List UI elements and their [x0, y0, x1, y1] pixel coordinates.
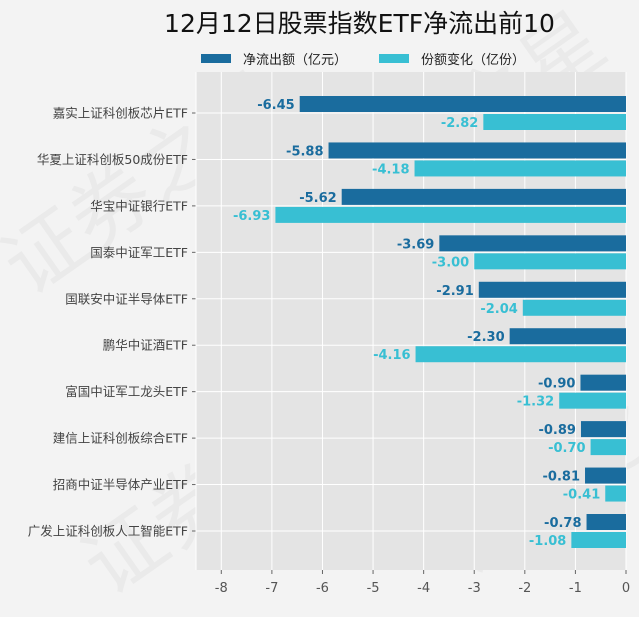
bar-share-change — [571, 532, 626, 548]
data-label: -0.70 — [548, 441, 585, 456]
x-tick-label: -4 — [417, 581, 430, 596]
bar-net-outflow — [328, 142, 626, 159]
chart-title: 12月12日股票指数ETF净流出前10 — [164, 9, 555, 38]
x-tick-label: 0 — [622, 581, 630, 596]
data-label: -0.89 — [538, 423, 575, 438]
data-label: -1.08 — [529, 534, 566, 549]
legend-label: 份额变化（亿份） — [421, 53, 526, 68]
legend-swatch — [201, 54, 231, 63]
data-label: -0.90 — [538, 377, 575, 392]
data-label: -4.16 — [373, 348, 410, 363]
data-label: -3.69 — [397, 237, 434, 252]
bar-share-change — [559, 392, 626, 409]
data-label: -1.32 — [517, 395, 554, 410]
data-label: -4.18 — [372, 162, 409, 177]
data-label: -6.45 — [257, 98, 294, 113]
bar-share-change — [590, 439, 626, 456]
category-label: 国泰中证军工ETF — [90, 245, 188, 260]
category-label: 鹏华中证酒ETF — [103, 338, 188, 353]
data-label: -5.62 — [299, 191, 336, 206]
bar-net-outflow — [585, 467, 626, 484]
bar-net-outflow — [580, 421, 626, 438]
bar-share-change — [415, 346, 626, 363]
data-label: -2.04 — [480, 302, 517, 317]
legend-item-share-change: 份额变化（亿份） — [379, 49, 525, 68]
bar-share-change — [414, 160, 626, 177]
bar-share-change — [605, 485, 626, 502]
category-label: 华夏上证科创板50成份ETF — [37, 152, 188, 167]
data-label: -2.82 — [441, 116, 478, 131]
bar-net-outflow — [586, 514, 626, 530]
x-tick-label: -8 — [215, 581, 228, 596]
data-label: -0.41 — [563, 488, 600, 503]
category-label: 华宝中证银行ETF — [90, 198, 188, 213]
bar-net-outflow — [439, 235, 626, 252]
bar-net-outflow — [341, 188, 626, 205]
bar-share-change — [522, 299, 626, 316]
data-label: -2.91 — [436, 284, 473, 299]
legend-swatch — [379, 54, 409, 63]
x-tick-label: -7 — [265, 581, 278, 596]
x-tick-label: -2 — [518, 581, 531, 596]
category-label: 富国中证军工龙头ETF — [65, 384, 188, 399]
legend-item-net-outflow: 净流出额（亿元） — [201, 49, 347, 68]
bar-net-outflow — [299, 96, 626, 112]
category-label: 嘉实上证科创板芯片ETF — [53, 106, 188, 121]
data-label: -5.88 — [286, 144, 323, 159]
bar-share-change — [474, 253, 626, 270]
x-tick-label: -5 — [367, 581, 380, 596]
data-label: -3.00 — [432, 255, 469, 270]
category-label: 国联安中证半导体ETF — [65, 291, 188, 306]
category-label: 建信上证科创板综合ETF — [53, 431, 188, 446]
category-label: 广发上证科创板人工智能ETF — [28, 524, 188, 539]
bar-share-change — [275, 206, 626, 223]
x-tick-label: -1 — [569, 581, 582, 596]
bar-net-outflow — [478, 281, 626, 298]
x-tick-label: -6 — [316, 581, 329, 596]
data-label: -2.30 — [467, 330, 504, 345]
bar-net-outflow — [509, 328, 626, 345]
data-label: -6.93 — [233, 209, 270, 224]
category-label: 招商中证半导体产业ETF — [53, 477, 188, 492]
bar-share-change — [483, 114, 626, 130]
data-label: -0.78 — [544, 516, 581, 531]
bar-net-outflow — [580, 374, 626, 391]
legend-label: 净流出额（亿元） — [243, 53, 348, 68]
data-label: -0.81 — [543, 470, 580, 485]
x-tick-label: -3 — [468, 581, 481, 596]
